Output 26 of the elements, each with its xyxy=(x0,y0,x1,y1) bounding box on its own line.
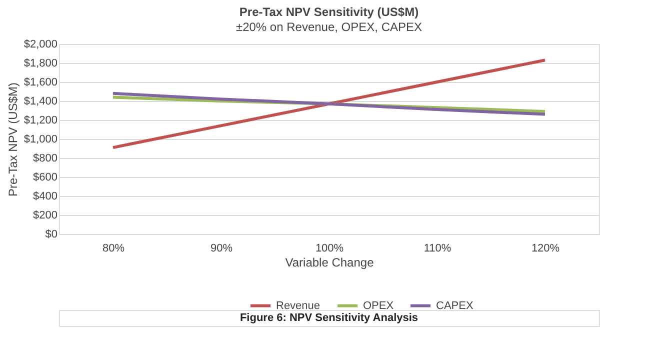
x-tick-label: 110% xyxy=(424,242,452,254)
y-tick-label: $1,400 xyxy=(24,96,58,108)
y-tick-label: $600 xyxy=(33,172,58,184)
y-tick-label: $1,000 xyxy=(24,134,58,146)
line-series xyxy=(112,58,546,150)
chart-title: Pre-Tax NPV Sensitivity (US$M) xyxy=(239,5,419,19)
x-tick-label: 100% xyxy=(315,242,344,254)
y-tick-label: $800 xyxy=(33,152,58,164)
x-tick-label: 90% xyxy=(210,242,233,254)
y-tick-label: $1,600 xyxy=(24,76,58,88)
y-tick-label: $1,800 xyxy=(24,58,58,70)
legend-label: CAPEX xyxy=(436,300,474,312)
x-tick-label: 120% xyxy=(531,242,560,254)
y-tick-label: $400 xyxy=(33,190,58,202)
x-axis-title: Variable Change xyxy=(285,256,374,270)
y-tick-label: $1,200 xyxy=(24,114,58,126)
line-series xyxy=(112,92,546,116)
y-tick-label: $0 xyxy=(45,228,58,240)
legend-label: Revenue xyxy=(276,300,320,312)
x-tick-label: 80% xyxy=(102,242,125,254)
caption: Figure 6: NPV Sensitivity Analysis xyxy=(240,312,418,324)
chart-subtitle: ±20% on Revenue, OPEX, CAPEX xyxy=(236,20,422,34)
y-tick-label: $200 xyxy=(33,210,58,222)
y-axis-title: Pre-Tax NPV (US$M) xyxy=(6,82,20,197)
legend-label: OPEX xyxy=(363,300,394,312)
y-tick-label: $2,000 xyxy=(24,38,58,50)
